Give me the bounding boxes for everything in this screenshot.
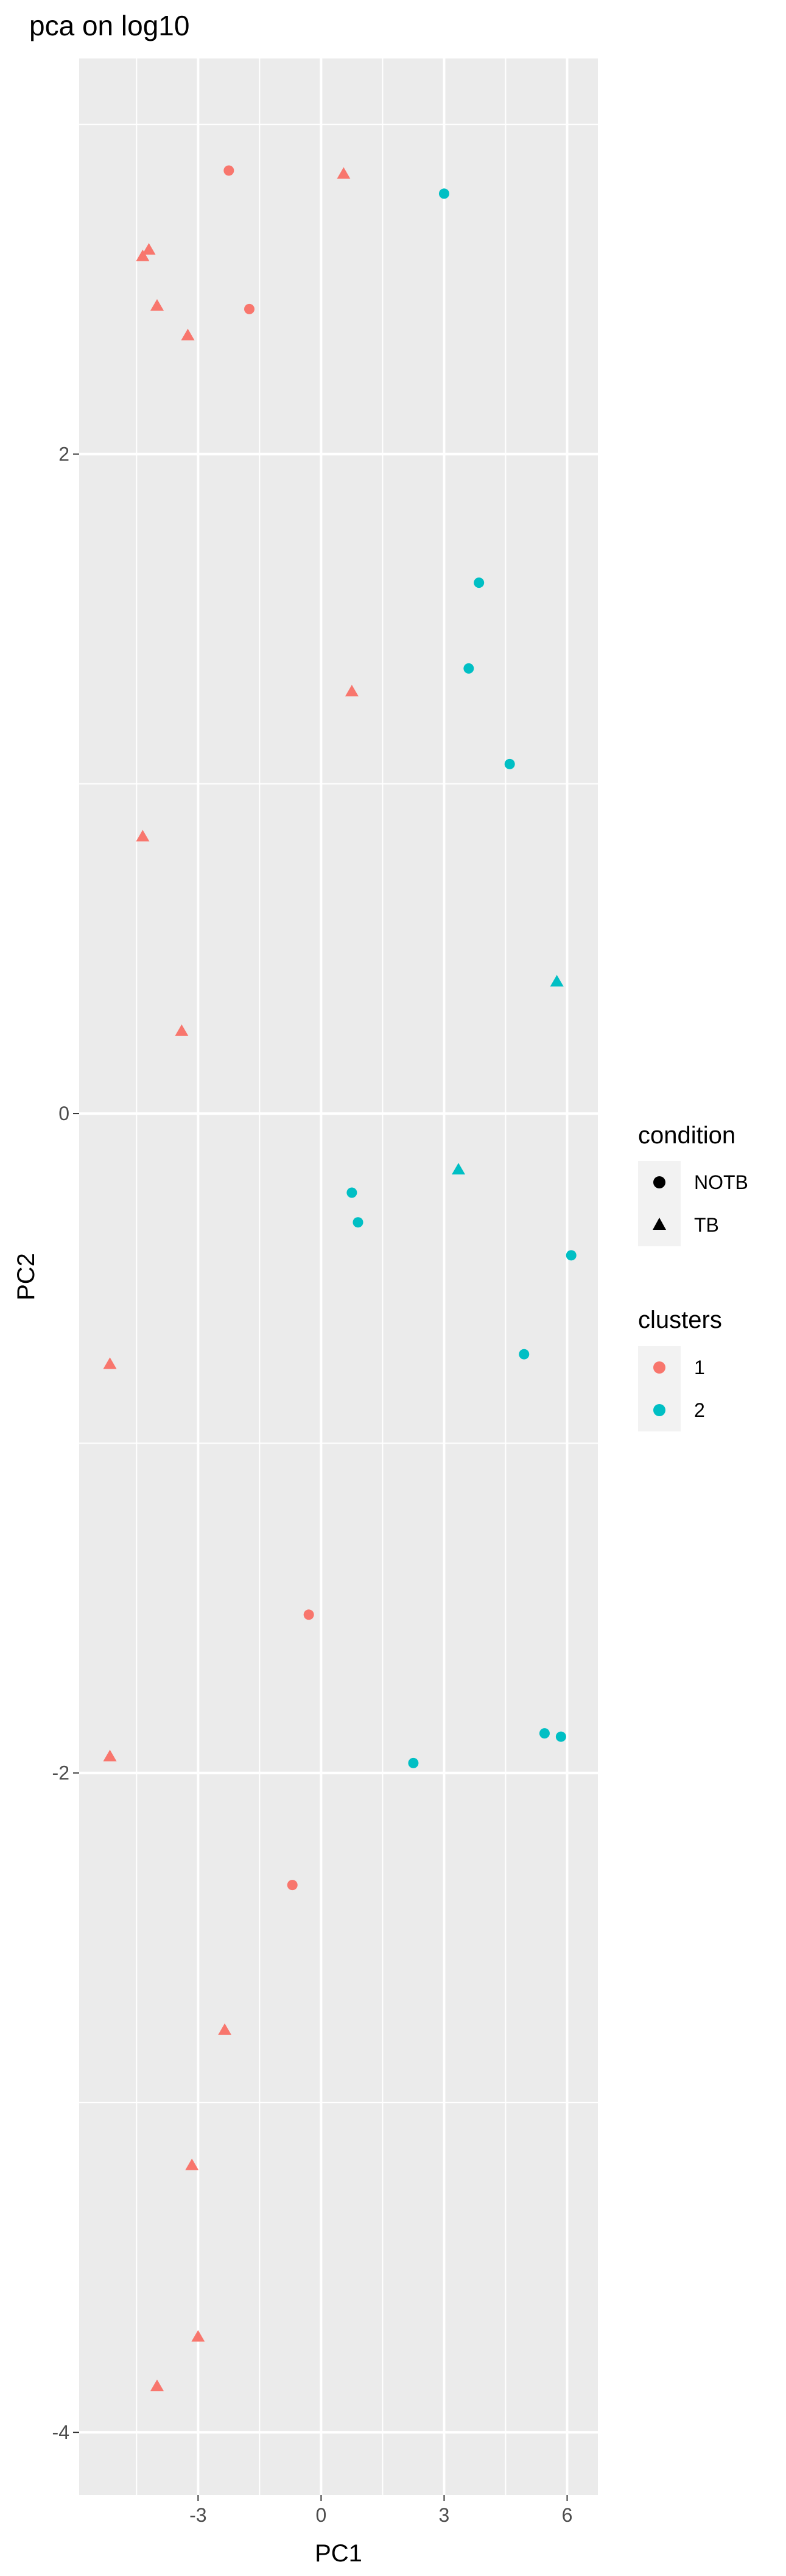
legend-label-cluster-1: 1 <box>694 1357 705 1378</box>
x-tick-label: -3 <box>189 2504 206 2526</box>
data-point-cluster-2-notb <box>504 758 515 769</box>
data-point-cluster-2-notb <box>353 1217 363 1228</box>
data-point-cluster-2-notb <box>539 1728 550 1739</box>
data-point-cluster-1-notb <box>303 1609 314 1620</box>
y-tick-label: -4 <box>52 2421 69 2443</box>
data-point-cluster-1-tb <box>218 2023 232 2035</box>
y-axis: -4 -2 0 2 <box>52 443 79 2443</box>
data-point-cluster-1-tb <box>345 685 359 697</box>
data-points <box>103 165 577 2391</box>
data-point-cluster-1-notb <box>287 1880 298 1891</box>
data-point-cluster-2-tb <box>452 1163 466 1175</box>
data-point-cluster-1-notb <box>244 303 255 314</box>
data-point-cluster-1-tb <box>103 1749 117 1762</box>
x-tick-label: 6 <box>562 2504 573 2526</box>
legend-clusters-title: clusters <box>638 1307 722 1333</box>
data-point-cluster-1-tb <box>103 1357 117 1369</box>
data-point-cluster-1-tb <box>136 830 150 842</box>
data-point-cluster-2-notb <box>408 1757 419 1768</box>
x-axis-title: PC1 <box>315 2540 362 2567</box>
data-point-cluster-2-notb <box>566 1250 577 1261</box>
data-point-cluster-2-notb <box>519 1349 530 1360</box>
data-point-cluster-1-tb <box>142 242 156 255</box>
y-tick-label: 2 <box>58 443 69 465</box>
x-axis: -3 0 3 6 <box>189 2495 572 2526</box>
data-point-cluster-2-notb <box>474 577 485 588</box>
chart-title: pca on log10 <box>29 10 189 41</box>
data-point-cluster-1-tb <box>150 2379 164 2391</box>
data-point-cluster-1-tb <box>136 249 150 261</box>
data-point-cluster-2-notb <box>346 1187 357 1198</box>
x-tick-label: 3 <box>439 2504 450 2526</box>
grid-major <box>79 58 598 2495</box>
legend-label-notb: NOTB <box>694 1171 748 1193</box>
data-point-cluster-1-tb <box>191 2330 205 2342</box>
data-point-cluster-2-tb <box>550 975 564 987</box>
legend-notb-circle-icon <box>653 1176 665 1188</box>
legend-label-cluster-2: 2 <box>694 1399 705 1421</box>
data-point-cluster-2-notb <box>438 188 449 199</box>
data-point-cluster-1-tb <box>337 167 351 179</box>
plot-panel <box>79 58 598 2495</box>
x-tick-label: 0 <box>315 2504 326 2526</box>
legend-cluster-2-circle-icon <box>653 1404 665 1416</box>
data-point-cluster-2-notb <box>555 1731 566 1742</box>
legend-tb-triangle-icon <box>653 1218 666 1230</box>
legend-condition-title: condition <box>638 1122 735 1149</box>
grid-minor <box>79 58 598 2495</box>
data-point-cluster-1-notb <box>223 165 234 176</box>
data-point-cluster-1-tb <box>181 328 195 341</box>
legend-label-tb: TB <box>694 1214 719 1236</box>
legend-cluster-1-circle-icon <box>653 1361 665 1374</box>
data-point-cluster-1-tb <box>175 1024 189 1036</box>
y-tick-label: -2 <box>52 1762 69 1784</box>
data-point-cluster-2-notb <box>463 663 474 674</box>
y-tick-label: 0 <box>58 1103 69 1124</box>
y-axis-title: PC2 <box>13 1253 40 1300</box>
data-point-cluster-1-tb <box>150 298 164 311</box>
legend: condition NOTB TB clusters 1 2 <box>638 1122 748 1431</box>
data-point-cluster-1-tb <box>185 2158 199 2170</box>
